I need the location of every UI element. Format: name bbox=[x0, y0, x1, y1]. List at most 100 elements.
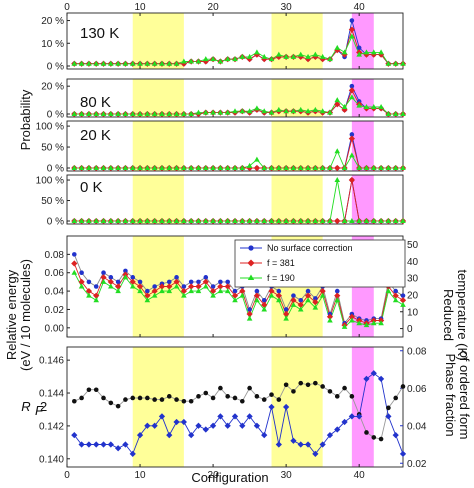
rf-series-0-point-22 bbox=[225, 394, 230, 399]
prob-2-series-2-point-35 bbox=[319, 165, 326, 170]
prob-2-series-2-point-46 bbox=[400, 165, 406, 170]
energy-series-1-line bbox=[73, 263, 404, 327]
prob-2-series-2-point-29 bbox=[276, 165, 282, 170]
energy-series-2-point-27 bbox=[261, 306, 268, 312]
energy-series-2-point-46 bbox=[400, 301, 406, 307]
rf-series-0-point-33 bbox=[305, 382, 311, 388]
energy-series-2-point-21 bbox=[217, 288, 224, 294]
prob-2-series-2-point-43 bbox=[378, 165, 384, 170]
energy-series-2-point-5 bbox=[100, 278, 107, 284]
rf-series-0-point-3 bbox=[86, 387, 92, 393]
temp-ytick-label-4: 40 bbox=[407, 257, 419, 268]
energy-series-0-point-14 bbox=[166, 279, 172, 285]
prob-2-series-1-point-37 bbox=[334, 164, 341, 172]
prob-2-series-2-point-2 bbox=[78, 165, 85, 170]
energy-series-0-point-30 bbox=[283, 307, 289, 312]
prob-2-series-2-point-22 bbox=[224, 165, 231, 170]
rf-series-0-point-6 bbox=[108, 400, 114, 406]
energy-ytick-label-2: 0.04 bbox=[45, 287, 65, 298]
energy-series-0-point-25 bbox=[247, 307, 252, 312]
energy-series-0-point-31 bbox=[291, 293, 296, 298]
energy-series-1-point-29 bbox=[275, 292, 282, 299]
prob-1-series-2-point-10 bbox=[137, 111, 143, 116]
prob-0-series-2-point-15 bbox=[173, 60, 180, 66]
energy-series-1-point-34 bbox=[312, 298, 319, 306]
rf-series-0-point-23 bbox=[232, 395, 238, 401]
prob-ytick-label-2-0: 0 % bbox=[47, 164, 64, 175]
prob-2-series-2-point-3 bbox=[86, 165, 92, 170]
rf-series-1-point-46 bbox=[399, 450, 407, 457]
temperature-axis-label-line1: Reduced bbox=[441, 289, 456, 341]
prob-3-series-2-point-24 bbox=[239, 218, 246, 223]
prob-0-series-2-point-4 bbox=[93, 60, 100, 66]
prob-1-series-2-point-37 bbox=[334, 97, 341, 103]
rf-series-0-point-5 bbox=[101, 395, 106, 401]
rf-series-0-point-29 bbox=[276, 397, 282, 402]
rf-series-1-point-29 bbox=[275, 441, 282, 448]
energy-series-2-point-19 bbox=[202, 283, 209, 289]
prob-2-series-2-point-44 bbox=[385, 165, 392, 170]
energy-series-0-point-19 bbox=[203, 275, 209, 280]
prob-0-series-2-point-24 bbox=[239, 53, 246, 59]
legend-label-no-correction: No surface correction bbox=[267, 243, 353, 253]
legend-box bbox=[234, 239, 406, 288]
energy-series-2-point-37 bbox=[334, 297, 341, 303]
energy-series-0-point-8 bbox=[123, 268, 128, 274]
prob-3-series-2-point-31 bbox=[290, 218, 297, 223]
legend-marker-f381 bbox=[247, 259, 255, 267]
prob-1-series-2-point-7 bbox=[115, 111, 121, 116]
bottom-x-tick-label-3: 30 bbox=[281, 470, 293, 481]
rf-series-0-point-41 bbox=[364, 430, 369, 435]
prob-0-series-2-point-3 bbox=[86, 60, 92, 66]
energy-series-2-point-7 bbox=[115, 288, 121, 294]
prob-0-series-2-point-25 bbox=[246, 53, 253, 59]
prob-2-series-1-point-26 bbox=[253, 164, 261, 172]
prob-2-series-2-point-10 bbox=[137, 165, 143, 170]
prob-3-series-2-point-39 bbox=[349, 218, 355, 223]
prob-3-series-2-point-17 bbox=[188, 218, 194, 223]
rf-series-0-point-17 bbox=[188, 398, 194, 404]
prob-ytick-label-2-1: 50 % bbox=[41, 143, 64, 154]
energy-series-0-point-32 bbox=[298, 297, 304, 303]
prob-1-series-2-point-40 bbox=[356, 102, 362, 108]
prob-0-series-2-point-39 bbox=[349, 33, 355, 39]
rf-series-0-point-4 bbox=[93, 387, 99, 393]
rf-series-0-point-26 bbox=[254, 394, 260, 399]
x-axis-label: Configuration bbox=[191, 470, 268, 485]
rf-series-0-point-38 bbox=[342, 385, 347, 391]
energy-series-1-point-39 bbox=[348, 313, 355, 320]
energy-series-2-point-8 bbox=[122, 274, 129, 280]
prob-3-series-2-point-9 bbox=[129, 218, 136, 223]
energy-axis-label-line1: Relative energy bbox=[4, 269, 19, 360]
rf-series-0-point-2 bbox=[79, 395, 84, 401]
rf-series-0-point-10 bbox=[137, 395, 143, 401]
prob-3-series-2-point-18 bbox=[195, 218, 202, 223]
shade-region-0-1 bbox=[271, 13, 323, 69]
energy-series-1-point-28 bbox=[268, 287, 275, 295]
prob-3-series-2-point-3 bbox=[86, 218, 92, 223]
energy-series-0-point-26 bbox=[254, 288, 260, 294]
energy-series-0-point-21 bbox=[218, 279, 223, 285]
energy-series-0-point-29 bbox=[276, 288, 282, 294]
prob-1-series-2-point-22 bbox=[224, 109, 231, 115]
prob-0-series-2-point-9 bbox=[129, 60, 136, 66]
top-x-tick-label-0: 0 bbox=[64, 2, 70, 13]
rf-series-1-point-36 bbox=[326, 432, 334, 439]
energy-series-2-point-10 bbox=[137, 288, 143, 294]
prob-1-series-2-point-23 bbox=[232, 108, 238, 114]
energy-series-2-point-44 bbox=[385, 288, 392, 294]
rf-series-1-point-39 bbox=[348, 413, 355, 420]
phase-ytick-label-1: 0.04 bbox=[407, 421, 427, 432]
prob-2-series-2-point-1 bbox=[71, 165, 78, 170]
rf-series-1-point-3 bbox=[85, 441, 93, 448]
prob-1-series-2-point-28 bbox=[268, 109, 275, 115]
rf-series-0-point-45 bbox=[393, 395, 398, 401]
prob-2-series-2-point-38 bbox=[341, 165, 348, 170]
prob-2-series-2-point-41 bbox=[363, 165, 370, 170]
prob-1-series-2-point-24 bbox=[239, 108, 246, 114]
rf-axis-label: R bbox=[21, 399, 30, 414]
rf-series-1-point-31 bbox=[290, 437, 297, 444]
prob-2-series-2-point-40 bbox=[356, 165, 362, 170]
energy-series-0-point-23 bbox=[232, 288, 238, 294]
prob-ytick-label-0-2: 20 % bbox=[41, 16, 64, 27]
